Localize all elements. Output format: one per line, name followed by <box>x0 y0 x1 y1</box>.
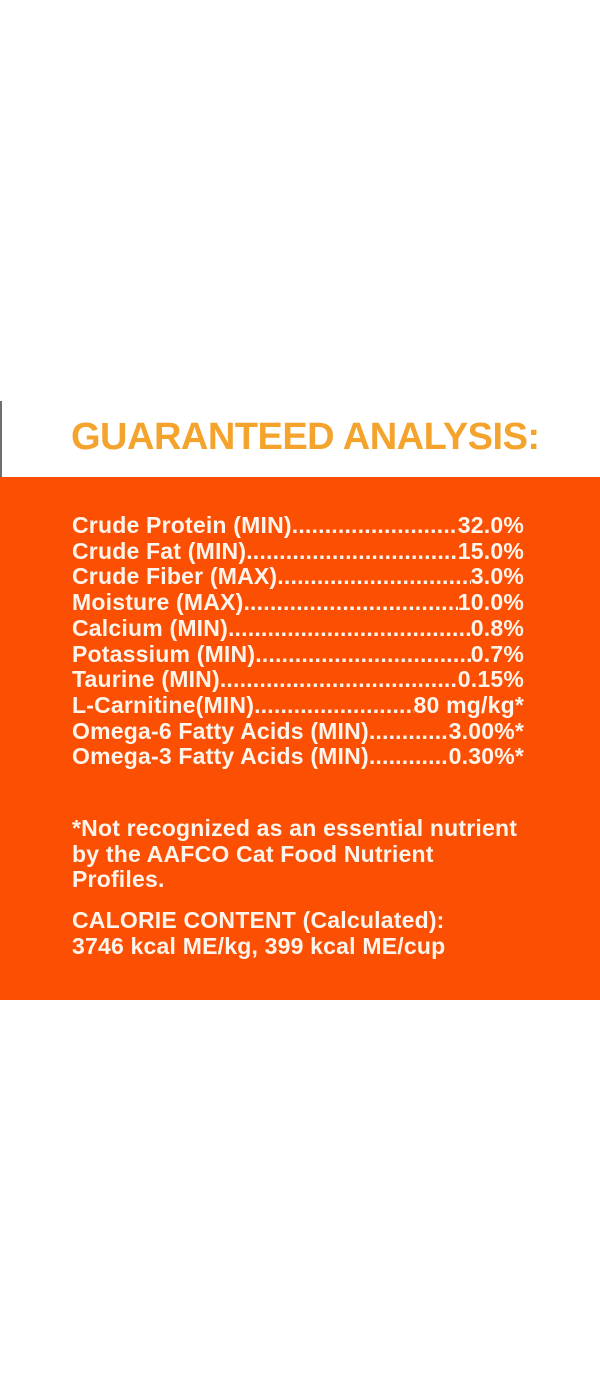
guaranteed-analysis-panel: Crude Protein (MIN) 32.0% Crude Fat (MIN… <box>0 477 600 1000</box>
dot-leader <box>228 616 471 642</box>
nutrient-value: 10.0% <box>457 589 524 616</box>
nutrient-value: 0.8% <box>470 614 524 641</box>
nutrient-label: Calcium (MIN) <box>72 614 228 641</box>
nutrient-value: 32.0% <box>457 512 524 538</box>
table-row-omega-3: Omega-3 Fatty Acids (MIN) 0.30%* <box>72 744 524 770</box>
table-row-potassium: Potassium (MIN) 0.7% <box>72 640 524 668</box>
left-edge-mark <box>0 401 2 477</box>
nutrient-value: 0.15% <box>457 666 524 693</box>
nutrient-value: 3.0% <box>470 563 524 590</box>
calorie-content: CALORIE CONTENT (Calculated): 3746 kcal … <box>72 907 524 959</box>
dot-leader <box>277 564 470 590</box>
table-row-taurine: Taurine (MIN) 0.15% <box>72 667 524 693</box>
nutrient-label: Taurine (MIN) <box>72 666 220 693</box>
nutrient-value: 0.7% <box>470 640 524 667</box>
dot-leader <box>369 744 449 770</box>
calorie-content-title: CALORIE CONTENT (Calculated): <box>72 907 445 934</box>
dot-leader <box>220 667 458 693</box>
dot-leader <box>255 642 471 668</box>
nutrient-label: Moisture (MAX) <box>72 589 244 616</box>
table-row-crude-protein: Crude Protein (MIN) 32.0% <box>72 512 524 539</box>
guaranteed-analysis-heading: GUARANTEED ANALYSIS: <box>71 416 540 458</box>
nutrient-label: Crude Protein (MIN) <box>72 512 292 538</box>
nutrient-label: Crude Fiber (MAX) <box>72 563 278 590</box>
aafco-footnote: *Not recognized as an essential nutrient… <box>72 815 524 893</box>
table-row-l-carnitine: L-Carnitine(MIN) 80 mg/kg* <box>72 691 524 719</box>
table-row-omega-6: Omega-6 Fatty Acids (MIN) 3.00%* <box>72 717 524 745</box>
footnote-line-1: *Not recognized as an essential nutrient <box>72 815 518 842</box>
dot-leader <box>292 513 458 539</box>
nutrient-value: 3.00%* <box>448 717 524 744</box>
nutrient-label: L-Carnitine(MIN) <box>72 691 255 718</box>
nutrient-table: Crude Protein (MIN) 32.0% Crude Fat (MIN… <box>72 512 524 770</box>
nutrient-label: Potassium (MIN) <box>72 640 256 667</box>
nutrient-label: Omega-6 Fatty Acids (MIN) <box>72 717 369 744</box>
table-row-calcium: Calcium (MIN) 0.8% <box>72 614 524 642</box>
nutrient-value: 0.30%* <box>448 743 524 770</box>
table-row-crude-fiber: Crude Fiber (MAX) 3.0% <box>72 564 524 590</box>
dot-leader <box>369 719 449 745</box>
nutrient-value: 15.0% <box>457 537 524 564</box>
dot-leader <box>243 590 457 616</box>
nutrient-label: Omega-3 Fatty Acids (MIN) <box>72 743 369 770</box>
calorie-content-values: 3746 kcal ME/kg, 399 kcal ME/cup <box>72 932 446 959</box>
nutrient-label: Crude Fat (MIN) <box>72 537 247 564</box>
nutrient-value: 80 mg/kg* <box>413 691 524 718</box>
dot-leader <box>246 539 458 565</box>
dot-leader <box>254 693 413 719</box>
table-row-moisture: Moisture (MAX) 10.0% <box>72 589 524 616</box>
footnote-line-2: by the AAFCO Cat Food Nutrient Profiles. <box>72 840 434 893</box>
table-row-crude-fat: Crude Fat (MIN) 15.0% <box>72 537 524 565</box>
